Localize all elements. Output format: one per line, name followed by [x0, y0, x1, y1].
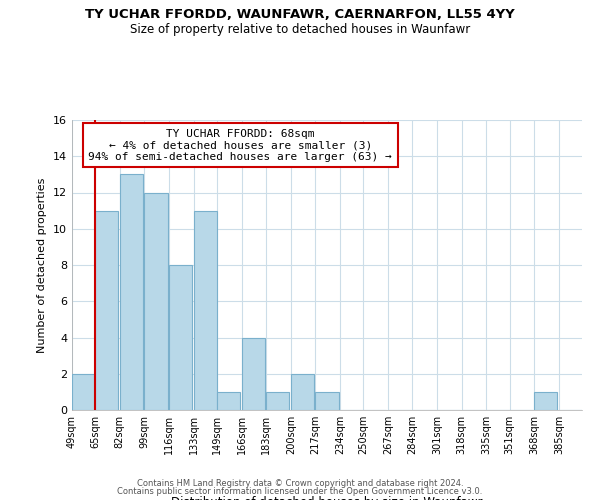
- Bar: [95, 210, 118, 410]
- Bar: [316, 392, 338, 410]
- Bar: [217, 392, 240, 410]
- Bar: [266, 392, 289, 410]
- Bar: [242, 338, 265, 410]
- Text: TY UCHAR FFORDD: 68sqm
← 4% of detached houses are smaller (3)
94% of semi-detac: TY UCHAR FFORDD: 68sqm ← 4% of detached …: [88, 128, 392, 162]
- Bar: [291, 374, 314, 410]
- X-axis label: Distribution of detached houses by size in Waunfawr: Distribution of detached houses by size …: [171, 496, 483, 500]
- Bar: [194, 210, 217, 410]
- Bar: [72, 374, 95, 410]
- Bar: [534, 392, 557, 410]
- Y-axis label: Number of detached properties: Number of detached properties: [37, 178, 47, 352]
- Text: TY UCHAR FFORDD, WAUNFAWR, CAERNARFON, LL55 4YY: TY UCHAR FFORDD, WAUNFAWR, CAERNARFON, L…: [85, 8, 515, 20]
- Text: Contains HM Land Registry data © Crown copyright and database right 2024.: Contains HM Land Registry data © Crown c…: [137, 478, 463, 488]
- Text: Size of property relative to detached houses in Waunfawr: Size of property relative to detached ho…: [130, 22, 470, 36]
- Text: Contains public sector information licensed under the Open Government Licence v3: Contains public sector information licen…: [118, 487, 482, 496]
- Bar: [120, 174, 143, 410]
- Bar: [145, 192, 167, 410]
- Bar: [169, 265, 192, 410]
